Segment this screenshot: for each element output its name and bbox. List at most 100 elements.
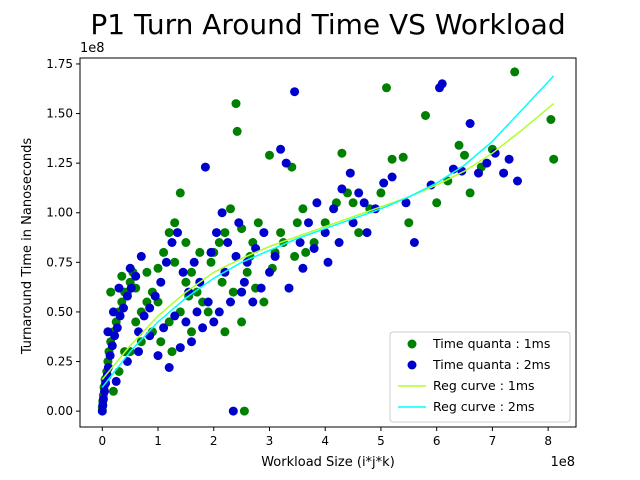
scatter-point-time-quanta-2ms — [145, 303, 155, 313]
scatter-point-time-quanta-2ms — [107, 341, 117, 351]
scatter-point-time-quanta-2ms — [108, 307, 118, 317]
scatter-point-time-quanta-2ms — [329, 204, 339, 214]
scatter-point-time-quanta-2ms — [256, 283, 266, 293]
scatter-point-time-quanta-2ms — [248, 297, 258, 307]
scatter-point-time-quanta-2ms — [359, 198, 369, 208]
x-tick-label: 0 — [98, 434, 106, 448]
y-tick-label: 0.75 — [46, 255, 73, 269]
scatter-point-time-quanta-1ms — [159, 247, 169, 257]
scatter-point-time-quanta-2ms — [112, 323, 122, 333]
scatter-point-time-quanta-1ms — [203, 307, 213, 317]
y-tick-label: 0.50 — [46, 305, 73, 319]
scatter-point-time-quanta-2ms — [474, 168, 483, 178]
x-tick-label: 8 — [544, 434, 552, 448]
scatter-point-time-quanta-2ms — [242, 257, 252, 267]
legend: Time quanta : 1ms Time quanta : 2ms Reg cu… — [389, 331, 571, 423]
scatter-point-time-quanta-1ms — [214, 238, 224, 247]
scatter-point-time-quanta-1ms — [382, 83, 391, 93]
scatter-point-time-quanta-1ms — [164, 317, 174, 327]
scatter-point-time-quanta-2ms — [178, 267, 188, 277]
scatter-point-time-quanta-1ms — [175, 188, 185, 198]
scatter-point-time-quanta-2ms — [309, 244, 319, 253]
scatter-point-time-quanta-2ms — [226, 297, 235, 307]
scatter-point-time-quanta-1ms — [181, 277, 191, 287]
scatter-point-time-quanta-2ms — [105, 351, 115, 361]
scatter-point-time-quanta-2ms — [134, 347, 143, 357]
x-axis-offset-label: 1e8 — [550, 455, 575, 470]
legend-label: Time quanta : 1ms — [432, 336, 550, 351]
x-tick-label: 3 — [266, 434, 274, 448]
scatter-point-time-quanta-1ms — [320, 218, 330, 228]
scatter-point-time-quanta-1ms — [292, 218, 302, 228]
scatter-point-time-quanta-2ms — [345, 168, 355, 178]
scatter-point-time-quanta-2ms — [203, 297, 213, 307]
scatter-point-time-quanta-1ms — [220, 228, 230, 238]
scatter-point-time-quanta-1ms — [242, 267, 252, 277]
scatter-point-time-quanta-1ms — [156, 337, 166, 347]
scatter-point-time-quanta-2ms — [167, 238, 177, 247]
scatter-point-time-quanta-1ms — [167, 347, 177, 357]
scatter-point-time-quanta-1ms — [239, 406, 249, 416]
scatter-point-time-quanta-2ms — [259, 228, 269, 238]
scatter-point-time-quanta-2ms — [334, 238, 344, 247]
y-axis-label: Turnaround Time in Nanoseconds — [20, 138, 35, 356]
scatter-point-time-quanta-2ms — [323, 257, 333, 267]
scatter-point-time-quanta-2ms — [192, 307, 202, 317]
scatter-point-time-quanta-2ms — [298, 263, 308, 273]
y-axis-offset-label: 1e8 — [80, 41, 105, 56]
x-tick-label: 6 — [433, 434, 441, 448]
scatter-point-time-quanta-1ms — [421, 111, 430, 120]
y-tick-label: 0.25 — [46, 355, 73, 369]
scatter-point-time-quanta-1ms — [187, 327, 196, 337]
scatter-point-time-quanta-2ms — [136, 251, 146, 261]
scatter-point-time-quanta-2ms — [337, 184, 347, 194]
scatter-point-time-quanta-2ms — [284, 283, 294, 293]
x-axis-label: Workload Size (i*j*k) — [261, 455, 395, 470]
axes-frame — [79, 57, 577, 428]
scatter-point-time-quanta-2ms — [114, 283, 124, 293]
scatter-point-time-quanta-2ms — [276, 144, 286, 154]
legend-marker — [407, 339, 417, 349]
scatter-point-time-quanta-1ms — [276, 228, 286, 238]
scatter-point-time-quanta-2ms — [231, 251, 241, 261]
scatter-point-time-quanta-2ms — [122, 291, 132, 301]
scatter-point-time-quanta-2ms — [354, 188, 364, 198]
legend-label: Reg curve : 2ms — [433, 399, 535, 414]
scatter-point-time-quanta-2ms — [214, 307, 224, 317]
scatter-point-time-quanta-1ms — [232, 126, 242, 136]
scatter-point-time-quanta-1ms — [195, 247, 205, 257]
scatter-point-time-quanta-2ms — [145, 331, 155, 341]
scatter-point-time-quanta-2ms — [131, 271, 141, 281]
scatter-point-time-quanta-2ms — [513, 176, 522, 186]
scatter-point-time-quanta-2ms — [270, 251, 280, 261]
scatter-point-time-quanta-1ms — [265, 150, 274, 160]
scatter-point-time-quanta-1ms — [237, 317, 247, 327]
scatter-point-time-quanta-2ms — [209, 317, 219, 327]
scatter-point-time-quanta-2ms — [490, 148, 500, 158]
legend-label: Time quanta : 2ms — [432, 357, 550, 372]
y-tick-label: 0.00 — [46, 404, 73, 418]
scatter-point-time-quanta-1ms — [142, 267, 152, 277]
plot-area — [97, 67, 559, 416]
scatter-point-time-quanta-1ms — [387, 154, 397, 164]
scatter-point-time-quanta-2ms — [499, 168, 509, 178]
scatter-point-time-quanta-1ms — [170, 218, 180, 228]
scatter-point-time-quanta-2ms — [482, 158, 492, 168]
scatter-point-time-quanta-2ms — [295, 238, 305, 247]
scatter-point-time-quanta-1ms — [114, 367, 124, 376]
scatter-point-time-quanta-2ms — [437, 79, 447, 89]
scatter-point-time-quanta-2ms — [504, 154, 514, 164]
chart-title: P1 Turn Around Time VS Workload — [90, 8, 565, 41]
legend-box — [389, 331, 571, 423]
scatter-point-time-quanta-1ms — [298, 204, 308, 214]
scatter-point-time-quanta-2ms — [156, 277, 166, 287]
scatter-point-time-quanta-1ms — [228, 287, 238, 297]
scatter-point-time-quanta-1ms — [337, 148, 347, 158]
scatter-point-time-quanta-2ms — [100, 386, 109, 396]
scatter-point-time-quanta-2ms — [189, 257, 199, 267]
y-tick-label: 1.00 — [46, 206, 73, 220]
scatter-point-time-quanta-1ms — [153, 263, 163, 273]
scatter-point-time-quanta-2ms — [237, 287, 247, 297]
scatter-point-time-quanta-2ms — [115, 311, 125, 321]
scatter-point-time-quanta-2ms — [119, 303, 128, 313]
